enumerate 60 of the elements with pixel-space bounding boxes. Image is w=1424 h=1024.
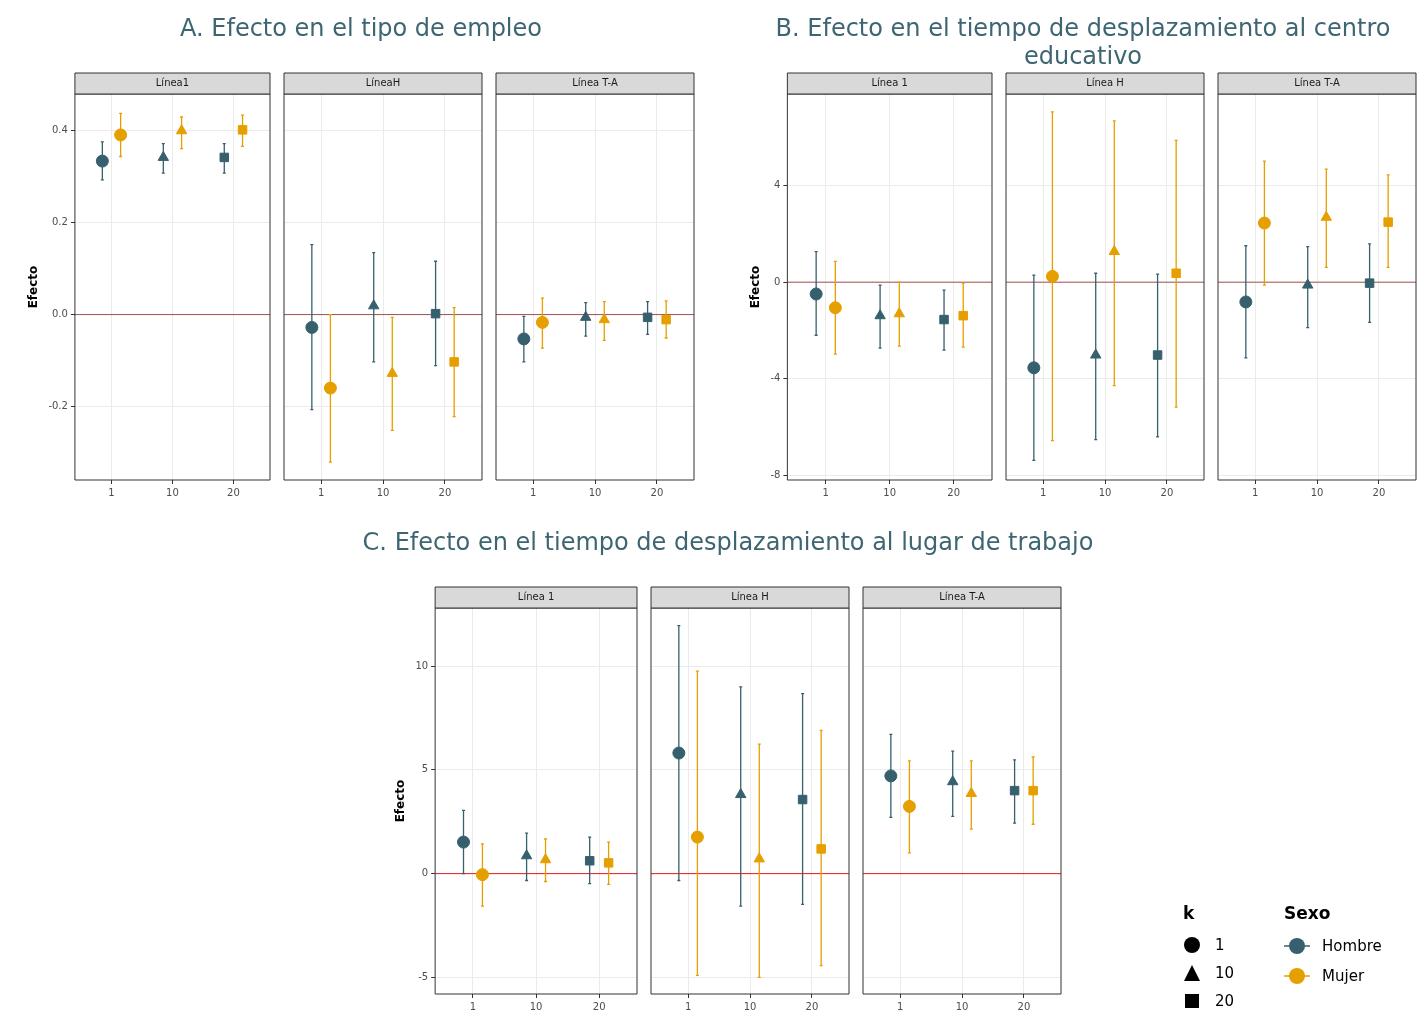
- y-tick-label: 10: [415, 659, 429, 671]
- text: B. Efecto en el tiempo de desplazamiento al centro educativo: [774, 14, 1392, 70]
- chart-subtitle: Línea T-A: [1294, 77, 1340, 89]
- y-tick-label: 0: [774, 275, 781, 287]
- y-tick-label: -4: [770, 372, 781, 384]
- y-tick-label: 5: [421, 763, 429, 775]
- x-tick-label: 20: [227, 486, 240, 498]
- chart-subtitle: Línea H: [731, 591, 769, 603]
- x-tick-label: 20: [1372, 486, 1386, 498]
- x-tick-label: 20: [438, 486, 452, 498]
- y-tick-label: 0: [421, 867, 429, 879]
- x-tick-label: 10: [1310, 486, 1324, 498]
- category-label: 10: [1215, 964, 1235, 982]
- text: k: [1183, 903, 1196, 923]
- x-tick-label: 20: [1160, 486, 1174, 498]
- chart-subtitle: Línea H: [1086, 77, 1124, 89]
- y-tick-label: -5: [418, 970, 429, 982]
- y-axis-title: Efecto: [393, 779, 408, 823]
- y-axis-title: Efecto: [26, 265, 41, 309]
- x-tick-label: 10: [529, 1000, 543, 1012]
- x-tick-label: 20: [592, 1000, 606, 1012]
- x-tick-label: 20: [805, 1000, 819, 1012]
- x-tick-label: 1: [684, 1000, 692, 1012]
- x-tick-label: 1: [529, 486, 537, 498]
- x-tick-label: 10: [166, 486, 179, 498]
- x-tick-label: 10: [1098, 486, 1112, 498]
- legend-label: Hombre: [1322, 937, 1382, 955]
- y-tick-label: 0.2: [52, 216, 68, 228]
- x-tick-label: 10: [588, 486, 602, 498]
- chart-subtitle: Línea T-A: [572, 77, 618, 89]
- text: C. Efecto en el tiempo de desplazamiento al lugar de trabajo: [362, 528, 1094, 556]
- y-tick-label: 4: [774, 179, 781, 191]
- x-tick-label: 1: [896, 1000, 904, 1012]
- category-label: 1: [1215, 936, 1225, 954]
- chart-subtitle: LíneaH: [365, 77, 401, 89]
- x-tick-label: 10: [376, 486, 390, 498]
- chart-subtitle: Línea 1: [871, 77, 908, 89]
- x-tick-label: 1: [822, 486, 829, 498]
- x-tick-label: 10: [955, 1000, 969, 1012]
- x-tick-label: 10: [743, 1000, 757, 1012]
- x-tick-label: 20: [1017, 1000, 1031, 1012]
- x-tick-label: 1: [1251, 486, 1259, 498]
- x-tick-label: 1: [469, 1000, 477, 1012]
- legend-label: Mujer: [1322, 967, 1365, 985]
- chart-subtitle: Línea 1: [517, 591, 555, 603]
- chart-subtitle: Línea T-A: [939, 591, 985, 603]
- y-axis-title: Efecto: [748, 265, 763, 309]
- text: A. Efecto en el tipo de empleo: [180, 14, 542, 42]
- x-tick-label: 1: [317, 486, 325, 498]
- chart-subtitle: Línea1: [155, 77, 190, 89]
- legend-title: Sexo: [1284, 903, 1332, 923]
- x-tick-label: 1: [1039, 486, 1047, 498]
- y-tick-label: -8: [770, 468, 781, 480]
- x-tick-label: 20: [650, 486, 664, 498]
- x-tick-label: 10: [883, 486, 897, 498]
- y-tick-label: -0.2: [48, 400, 68, 412]
- x-tick-label: 20: [947, 486, 960, 498]
- x-tick-label: 1: [108, 486, 115, 498]
- y-tick-label: 0.4: [52, 124, 68, 136]
- y-tick-label: 0.0: [52, 308, 68, 320]
